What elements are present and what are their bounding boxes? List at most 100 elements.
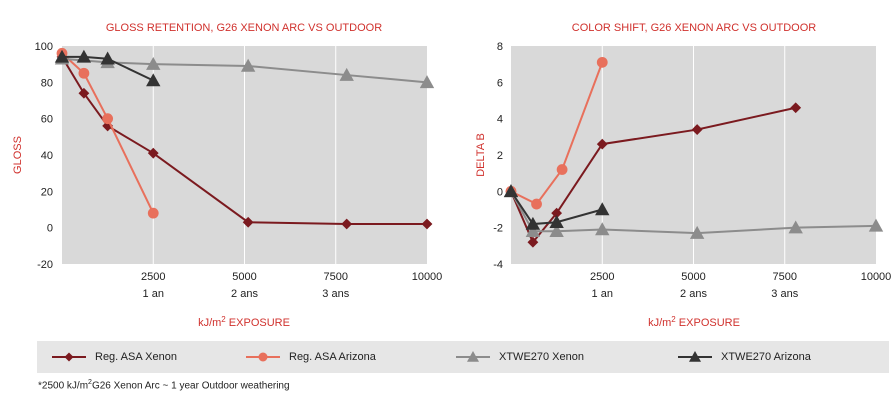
color-x-tick-sublabel: 2 ans	[680, 288, 707, 300]
gloss-chart: -20 0 20 40 60 80 100 2500 1 an 5000 2 ans 7500 3 an…	[12, 22, 442, 329]
gloss-x-tick-sublabel: 3 ans	[322, 288, 349, 300]
color-point-xtwe270-xenon	[868, 218, 884, 232]
gloss-y-axis-label: GLOSS	[12, 136, 24, 174]
gloss-y-tick-label: 100	[35, 41, 53, 53]
gloss-point-xtwe270-arizona	[76, 49, 92, 63]
gloss-point-reg-asa-xenon	[147, 147, 159, 159]
legend-swatch-reg-asa-xenon	[52, 352, 86, 362]
legend: Reg. ASA Xenon Reg. ASA Arizona XTWE270 …	[37, 341, 889, 373]
gloss-point-reg-asa-xenon	[421, 218, 433, 230]
legend-item-xtwe270-xenon: XTWE270 Xenon	[455, 341, 584, 373]
gloss-x-tick-sublabel: 1 an	[143, 288, 164, 300]
color-x-tick-sublabel: 3 ans	[771, 288, 798, 300]
gloss-y-tick-label: 0	[47, 223, 53, 235]
gloss-point-reg-asa-arizona	[147, 207, 159, 219]
gloss-series-line-xtwe270-xenon	[61, 57, 428, 84]
gloss-point-xtwe270-xenon	[240, 58, 256, 72]
color-point-xtwe270-xenon	[689, 225, 705, 239]
gloss-x-tick-label: 2500	[141, 271, 165, 283]
color-point-reg-asa-xenon	[551, 207, 563, 219]
gloss-point-xtwe270-arizona	[54, 49, 70, 63]
footnote-suffix: G26 Xenon Arc ~ 1 year Outdoor weatherin…	[91, 380, 290, 392]
legend-swatch-reg-asa-arizona	[246, 352, 280, 362]
color-point-xtwe270-arizona	[525, 216, 541, 230]
color-point-xtwe270-xenon	[525, 224, 541, 238]
color-point-reg-asa-arizona	[556, 164, 568, 175]
color-y-axis-label: DELTA B	[475, 133, 487, 177]
color-point-reg-asa-xenon	[691, 124, 703, 135]
color-y-tick-label: -4	[493, 259, 503, 271]
color-point-xtwe270-arizona	[595, 202, 610, 216]
gloss-x-axis-label-part2: EXPOSURE	[226, 317, 290, 329]
color-point-xtwe270-xenon	[595, 222, 610, 236]
legend-swatch-xtwe270-xenon	[456, 351, 490, 362]
color-point-reg-asa-xenon	[596, 138, 608, 150]
gloss-point-xtwe270-arizona	[146, 73, 161, 87]
gloss-series-line-reg-asa-arizona	[61, 52, 155, 214]
color-point-xtwe270-arizona	[549, 215, 564, 228]
gloss-point-reg-asa-xenon	[242, 216, 254, 228]
legend-item-reg-asa-arizona: Reg. ASA Arizona	[245, 341, 376, 373]
gloss-point-reg-asa-arizona	[78, 67, 90, 79]
legend-swatch-xtwe270-arizona	[678, 351, 712, 362]
color-series-line-reg-asa-arizona	[510, 61, 604, 206]
gloss-x-axis-label: kJ/m2 EXPOSURE	[198, 315, 290, 329]
color-point-reg-asa-xenon	[790, 102, 802, 114]
legend-swatch-marker	[467, 351, 479, 362]
legend-label: Reg. ASA Xenon	[95, 351, 177, 363]
gloss-y-tick-label: 40	[41, 150, 53, 162]
color-y-tick-label: 8	[497, 41, 503, 53]
footnote: *2500 kJ/m2G26 Xenon Arc ~ 1 year Outdoo…	[38, 379, 290, 391]
color-y-tick-label: 4	[497, 114, 503, 126]
color-chart-title: COLOR SHIFT, G26 XENON ARC VS OUTDOOR	[572, 22, 817, 34]
color-point-reg-asa-arizona	[531, 198, 542, 210]
color-x-tick-label: 5000	[681, 271, 705, 283]
color-x-axis-label-sup: 2	[671, 315, 676, 324]
color-point-xtwe270-arizona	[503, 184, 519, 198]
legend-swatch-marker	[689, 351, 701, 362]
color-y-tick-label: -2	[493, 223, 503, 235]
color-y-tick-label: 0	[497, 186, 503, 198]
color-x-axis-label: kJ/m2 EXPOSURE	[648, 315, 740, 329]
color-point-xtwe270-xenon	[549, 224, 564, 238]
gloss-x-tick-label: 10000	[412, 271, 443, 283]
color-x-axis-label-part2: EXPOSURE	[676, 317, 740, 329]
legend-item-reg-asa-xenon: Reg. ASA Xenon	[51, 341, 177, 373]
color-x-tick-label: 2500	[590, 271, 614, 283]
gloss-point-xtwe270-arizona	[100, 51, 115, 65]
color-x-tick-sublabel: 1 an	[592, 288, 613, 300]
color-point-reg-asa-arizona	[596, 56, 608, 68]
legend-swatch-marker	[64, 352, 74, 362]
color-point-xtwe270-xenon	[788, 220, 803, 234]
color-x-axis-label-part1: kJ/m	[648, 317, 671, 329]
gloss-point-xtwe270-xenon	[339, 67, 354, 81]
color-y-tick-label: 2	[497, 150, 503, 162]
gloss-point-xtwe270-xenon	[419, 75, 435, 89]
legend-swatch-marker	[258, 352, 268, 362]
gloss-x-axis-label-part1: kJ/m	[198, 317, 221, 329]
color-y-tick-label: 6	[497, 77, 503, 89]
gloss-point-reg-asa-xenon	[78, 87, 90, 99]
gloss-point-reg-asa-arizona	[102, 113, 114, 125]
gloss-x-tick-label: 7500	[324, 271, 348, 283]
gloss-x-tick-label: 5000	[232, 271, 256, 283]
gloss-y-tick-label: 20	[41, 186, 53, 198]
gloss-x-axis-label-sup: 2	[221, 315, 226, 324]
footnote-sup: 2	[88, 379, 92, 386]
gloss-y-tick-label: -20	[37, 259, 53, 271]
color-x-tick-label: 7500	[773, 271, 797, 283]
color-x-tick-label: 10000	[861, 271, 892, 283]
legend-label: Reg. ASA Arizona	[289, 351, 376, 363]
footnote-prefix: *2500 kJ/m	[38, 380, 89, 392]
gloss-point-xtwe270-xenon	[146, 56, 161, 70]
legend-label: XTWE270 Xenon	[499, 351, 584, 363]
color-point-reg-asa-xenon	[527, 236, 539, 248]
gloss-point-reg-asa-xenon	[341, 218, 353, 230]
legend-label: XTWE270 Arizona	[721, 351, 811, 363]
legend-item-xtwe270-arizona: XTWE270 Arizona	[677, 341, 811, 373]
color-series-line-xtwe270-arizona	[510, 190, 603, 226]
gloss-series-line-xtwe270-arizona	[62, 55, 154, 82]
gloss-y-tick-label: 60	[41, 114, 53, 126]
gloss-x-tick-sublabel: 2 ans	[231, 288, 258, 300]
